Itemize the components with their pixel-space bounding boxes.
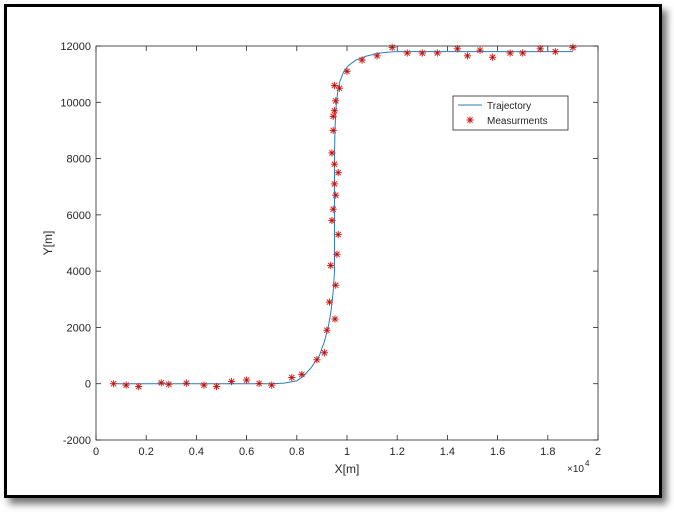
x-tick-label: 0 <box>93 446 99 458</box>
measurement-point <box>330 180 339 188</box>
measurement-point <box>335 84 344 92</box>
measurement-point <box>328 216 336 225</box>
x-tick-label: 1.2 <box>390 446 405 458</box>
measurement-point <box>332 191 340 199</box>
x-tick-label: 1.6 <box>490 446 505 458</box>
x-tick-label: 0.8 <box>289 446 304 458</box>
x-tick-label: 0.6 <box>239 446 254 458</box>
measurement-point <box>388 43 396 52</box>
measurement-point <box>122 381 130 389</box>
y-axis-label: Y[m] <box>41 231 55 256</box>
y-tick-label: 6000 <box>67 210 91 222</box>
y-tick-label: -2000 <box>63 435 91 447</box>
measurement-point <box>165 380 173 388</box>
measurement-point <box>329 112 337 120</box>
measurement-point <box>313 356 321 364</box>
measurement-point <box>320 349 329 357</box>
x-tick-label: 0.4 <box>189 446 204 458</box>
measurement-point <box>243 376 251 384</box>
measurement-point <box>268 381 276 389</box>
legend-star-icon <box>466 116 474 124</box>
measurement-point <box>373 52 381 60</box>
x-tick-label: 1 <box>344 446 350 458</box>
y-tick-label: 12000 <box>60 41 91 53</box>
measurement-point <box>569 43 577 52</box>
measurement-point <box>488 53 497 61</box>
measurement-point <box>212 382 221 391</box>
x-exponent-base: ×10 <box>567 464 584 475</box>
measurement-point <box>329 126 337 135</box>
measurement-point <box>506 49 514 57</box>
measurement-point <box>343 67 351 75</box>
measurement-point <box>403 49 411 57</box>
plot-axes-box <box>95 45 599 441</box>
legend-label-trajectory: Trajectory <box>487 101 531 112</box>
measurement-point <box>323 326 331 334</box>
measurement-point <box>333 250 341 258</box>
measurement-point <box>332 281 340 289</box>
y-tick-label: 8000 <box>67 154 91 166</box>
measurement-point <box>182 379 190 387</box>
x-axis-label: X[m] <box>335 462 360 476</box>
measurement-point <box>331 315 339 323</box>
measurement-point <box>330 160 339 168</box>
measurement-point <box>135 382 143 391</box>
chart-svg: 0 0.2 0.4 0.6 0.8 1 1.2 1.4 1.6 1.8 2-200002000400… <box>41 41 601 476</box>
measurement-point <box>325 298 334 306</box>
measurement-point <box>109 380 118 388</box>
figure-frame: 0 0.2 0.4 0.6 0.8 1 1.2 1.4 1.6 1.8 2 -2000 0 2000 400… <box>4 4 662 498</box>
measurement-point <box>298 370 306 379</box>
measurement-point <box>200 381 208 389</box>
x-tick-label: 2 <box>595 446 601 458</box>
measurement-point <box>328 149 336 157</box>
measurement-point <box>453 45 462 53</box>
measurement-point <box>288 373 296 382</box>
measurement-point <box>157 379 165 387</box>
y-tick-label: 10000 <box>60 97 91 109</box>
x-tick-label: 0.2 <box>139 446 154 458</box>
measurement-point <box>327 261 335 270</box>
measurement-point <box>433 49 441 57</box>
measurement-point <box>329 205 337 213</box>
measurement-point <box>227 377 236 386</box>
measurement-point <box>334 169 342 177</box>
measurement-point <box>418 49 426 57</box>
measurement-point <box>519 49 527 57</box>
measurement-point <box>334 230 342 239</box>
measurement-point <box>463 52 472 60</box>
y-tick-label: 4000 <box>67 266 91 278</box>
measurement-point <box>476 46 484 54</box>
measurement-point <box>551 48 559 56</box>
measurement-point <box>255 379 263 388</box>
legend-box <box>452 95 569 131</box>
measurement-point <box>358 56 366 64</box>
x-tick-label: 1.8 <box>540 446 555 458</box>
legend-marker-swatch <box>466 116 474 124</box>
legend-label-measurements: Measurments <box>487 116 548 127</box>
legend: Trajectory Measurments <box>452 95 569 131</box>
measurement-point <box>536 45 544 53</box>
y-tick-label: 0 <box>85 379 91 391</box>
measurement-point <box>332 97 340 105</box>
x-exponent-power: 4 <box>585 459 590 468</box>
y-tick-label: 2000 <box>67 322 91 334</box>
x-exponent: ×10 4 <box>567 459 590 475</box>
x-tick-label: 1.4 <box>440 446 455 458</box>
measurement-point <box>330 107 339 115</box>
measurement-point <box>330 81 339 89</box>
